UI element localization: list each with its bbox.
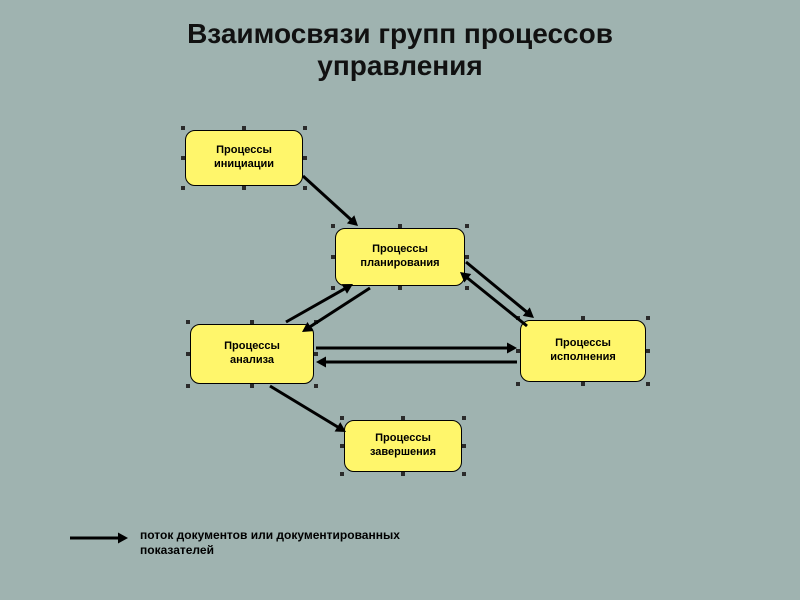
node-plan-label: Процессы планирования	[360, 243, 439, 271]
node-exec: Процессы исполнения	[520, 320, 646, 382]
edges-layer	[0, 0, 800, 600]
page-title: Взаимосвязи групп процессов управления	[0, 18, 800, 82]
node-init: Процессы инициации	[185, 130, 303, 186]
node-plan: Процессы планирования	[335, 228, 465, 286]
node-anal: Процессы анализа	[190, 324, 314, 384]
node-exec-label: Процессы исполнения	[550, 337, 616, 365]
node-close-label: Процессы завершения	[370, 432, 436, 460]
node-anal-label: Процессы анализа	[224, 340, 280, 368]
node-init-label: Процессы инициации	[214, 144, 274, 172]
legend-text: поток документов или документированных п…	[140, 528, 400, 558]
node-close: Процессы завершения	[344, 420, 462, 472]
